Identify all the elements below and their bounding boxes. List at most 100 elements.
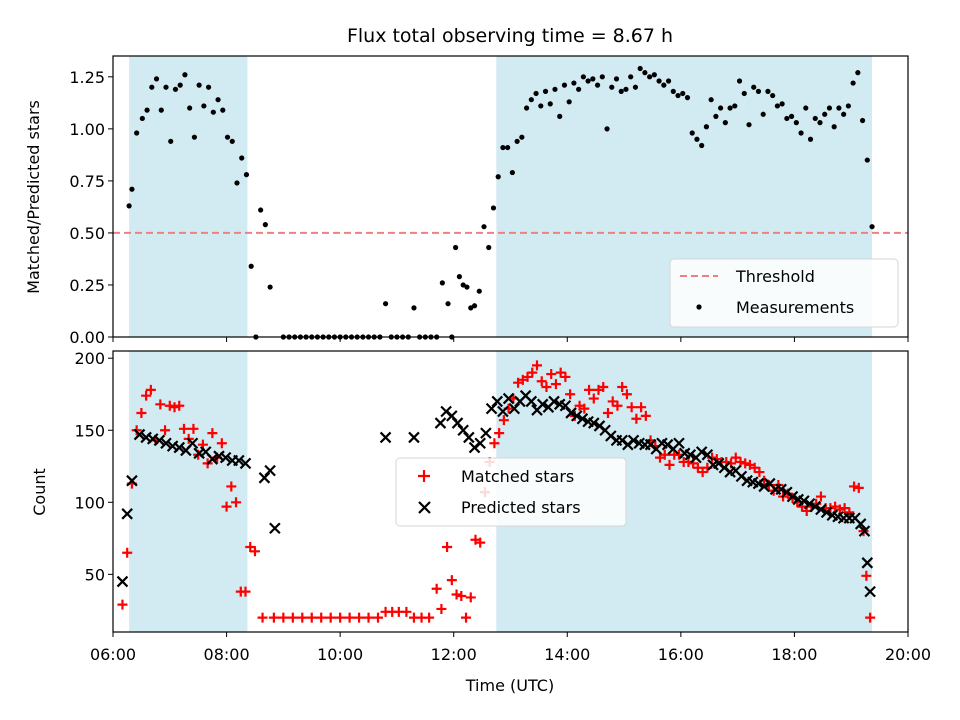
- legend-predicted-swatch: [418, 501, 431, 514]
- matched-star-point: [532, 360, 542, 371]
- predicted-star-point: [133, 428, 146, 441]
- matched-star-point: [169, 402, 180, 413]
- matched-star-point: [316, 612, 327, 623]
- matched-star-point: [335, 612, 346, 623]
- ratio-legend: Threshold Measurements: [669, 258, 899, 328]
- matched-star-point: [442, 541, 453, 552]
- matched-star-point: [498, 415, 509, 426]
- y-tick-label: 100: [74, 493, 105, 512]
- y-tick-label: 150: [74, 421, 105, 440]
- measurement-point: [798, 130, 804, 136]
- measurement-point: [765, 88, 771, 94]
- predicted-star-point: [570, 410, 583, 422]
- matched-star-point: [221, 501, 232, 512]
- matched-star-point: [207, 428, 218, 439]
- matched-star-point: [612, 400, 623, 411]
- measurement-point: [486, 244, 492, 251]
- measurement-point: [618, 88, 624, 94]
- measurement-point: [187, 105, 193, 111]
- measurement-point: [439, 280, 445, 286]
- measurement-point: [585, 78, 591, 84]
- matched-star-point: [865, 612, 876, 623]
- measurement-point: [248, 263, 254, 269]
- matched-star-point: [451, 589, 462, 600]
- matched-star-point: [325, 612, 336, 623]
- matched-star-point: [588, 393, 599, 404]
- measurement-point: [788, 113, 795, 119]
- measurement-point: [163, 84, 169, 90]
- measurement-point: [215, 97, 221, 103]
- measurement-point: [751, 84, 757, 90]
- predicted-star-point: [160, 437, 172, 450]
- predicted-star-point: [474, 437, 486, 450]
- measurement-point: [224, 134, 231, 140]
- measurement-point: [177, 82, 183, 88]
- matched-star-point: [231, 497, 242, 508]
- matched-star-point: [278, 612, 289, 623]
- matched-star-point: [436, 603, 447, 614]
- predicted-star-point: [463, 431, 475, 444]
- legend-predicted-label: Predicted stars: [461, 498, 581, 517]
- predicted-star-point: [153, 434, 166, 447]
- measurement-point: [234, 180, 240, 186]
- measurement-point: [822, 111, 828, 117]
- measurement-point: [807, 136, 814, 142]
- measurement-point: [460, 282, 466, 288]
- measurement-point: [670, 88, 676, 94]
- measurement-point: [727, 105, 733, 111]
- measurement-point: [774, 103, 780, 109]
- legend-matched-label: Matched stars: [461, 467, 574, 486]
- count-y-axis-label: Count: [30, 468, 49, 516]
- matched-star-point: [565, 389, 576, 400]
- matched-star-point: [141, 390, 152, 401]
- measurement-point: [684, 95, 691, 101]
- ratio-y-axis-label: Matched/Predicted stars: [24, 100, 43, 294]
- measurement-point: [675, 92, 681, 99]
- matched-star-point: [579, 403, 590, 414]
- predicted-star-point: [548, 395, 560, 408]
- matched-star-point: [617, 382, 628, 393]
- matched-star-point: [136, 407, 147, 418]
- measurement-point: [495, 174, 501, 180]
- measurement-point: [708, 97, 714, 103]
- x-tick-label: 10:00: [317, 645, 363, 664]
- matched-star-point: [598, 382, 609, 393]
- measurement-point: [196, 82, 202, 88]
- measurement-point: [464, 284, 470, 290]
- matched-star-point: [861, 570, 872, 581]
- measurement-point: [713, 113, 719, 119]
- predicted-star-point: [758, 480, 770, 493]
- measurement-point: [158, 107, 164, 113]
- measurement-point: [566, 99, 572, 105]
- measurement-point: [850, 80, 856, 86]
- measurement-point: [262, 222, 268, 228]
- measurement-point: [647, 74, 653, 80]
- ratio-panel: 0.00 0.25 0.50 0.75 1.00 1.25 Matched/Predict…: [24, 55, 909, 347]
- matched-star-point: [735, 456, 746, 467]
- matched-star-point: [456, 590, 467, 601]
- measurement-point: [542, 88, 549, 94]
- y-tick-label: 50: [85, 565, 105, 584]
- matched-star-point: [664, 459, 675, 470]
- matched-star-point: [122, 547, 133, 558]
- predicted-star-point: [219, 451, 232, 464]
- measurement-point: [803, 105, 809, 111]
- matched-star-point: [844, 507, 855, 518]
- measurement-point: [836, 105, 842, 111]
- measurement-point: [126, 203, 132, 209]
- matched-star-point: [631, 413, 642, 424]
- predicted-star-point: [752, 477, 765, 490]
- matched-star-point: [160, 425, 171, 436]
- measurement-point: [722, 120, 728, 126]
- matched-star-point: [297, 612, 308, 623]
- measurement-point: [580, 74, 586, 80]
- measurement-point: [561, 82, 568, 88]
- x-tick-label: 06:00: [90, 645, 136, 664]
- matched-star-point: [431, 583, 442, 594]
- matched-star-point: [636, 402, 647, 413]
- measurement-point: [258, 207, 264, 213]
- matched-star-point: [815, 491, 826, 502]
- measurement-point: [694, 136, 700, 142]
- measurement-point: [210, 109, 216, 115]
- measurement-point: [471, 303, 478, 309]
